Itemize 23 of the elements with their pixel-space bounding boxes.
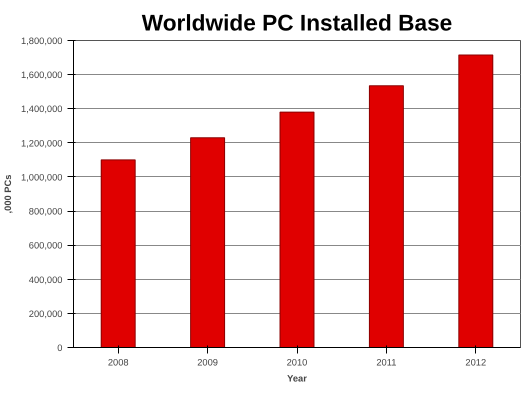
- x-tick-label: 2011: [376, 358, 396, 368]
- y-axis-title: ,000 PCs: [3, 174, 13, 214]
- x-tick-label: 2012: [465, 358, 486, 368]
- y-tick-label: 1,800,000: [21, 36, 62, 46]
- bar: [458, 54, 494, 348]
- bar: [190, 137, 226, 348]
- x-axis-title: Year: [287, 374, 308, 384]
- y-tick-label: 1,000,000: [21, 172, 62, 182]
- y-tick-label: 600,000: [28, 240, 63, 251]
- chart-title: Worldwide PC Installed Base: [142, 10, 452, 36]
- y-tick-label: 1,600,000: [21, 70, 62, 80]
- bar: [280, 112, 314, 348]
- y-tick-label: 400,000: [28, 274, 63, 285]
- y-tick-label: 200,000: [28, 308, 63, 319]
- bar: [368, 85, 404, 348]
- x-tick-label: 2010: [286, 358, 308, 368]
- y-tick-label: 1,400,000: [21, 104, 62, 114]
- y-tick-label: 1,200,000: [21, 138, 62, 148]
- bar: [100, 159, 136, 348]
- y-tick-label: 800,000: [28, 206, 63, 217]
- x-tick-label: 2009: [197, 358, 218, 368]
- y-tick-label: 0: [57, 343, 63, 353]
- x-tick-label: 2008: [108, 358, 129, 368]
